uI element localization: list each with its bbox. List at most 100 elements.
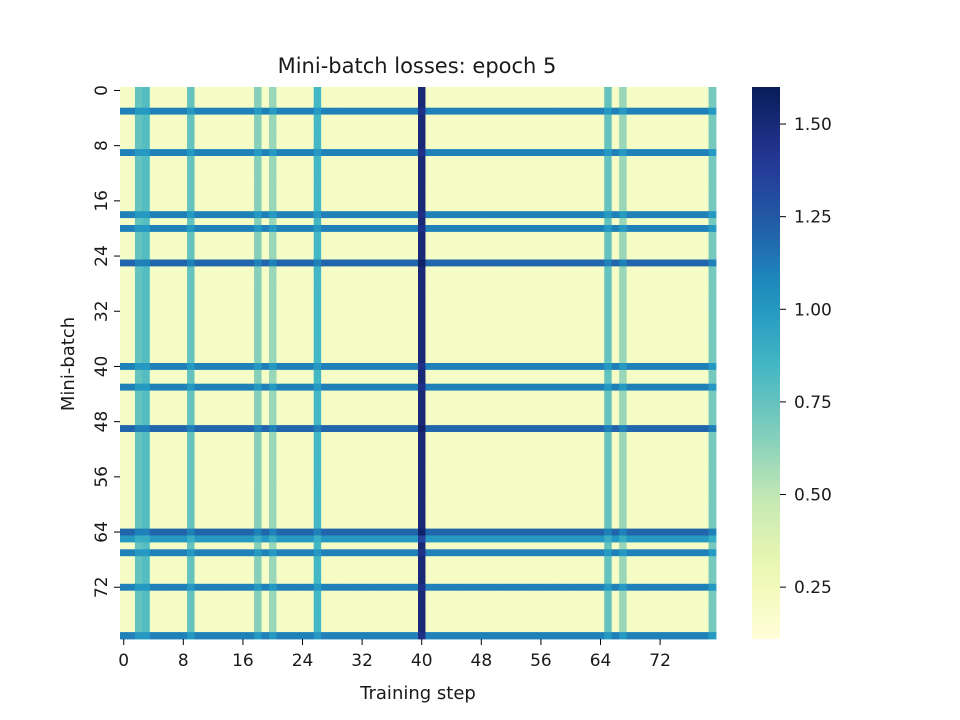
heatmap-cell — [581, 369, 590, 378]
heatmap-cell — [231, 438, 240, 447]
heatmap-cell — [522, 452, 531, 460]
heatmap-cell — [134, 473, 143, 481]
heatmap-cell — [157, 307, 166, 316]
heatmap-cell — [254, 87, 262, 95]
heatmap-cell — [596, 390, 605, 398]
heatmap-cell — [388, 142, 397, 150]
heatmap-cell — [641, 128, 650, 136]
heatmap-cell — [552, 294, 560, 302]
heatmap-cell — [254, 204, 262, 212]
heatmap-cell — [492, 300, 501, 309]
heatmap-cell — [283, 307, 292, 316]
heatmap-cell — [425, 480, 434, 488]
heatmap-cell — [246, 156, 255, 164]
heatmap-cell — [529, 411, 538, 419]
heatmap-cell — [611, 183, 620, 191]
heatmap-cell — [209, 183, 218, 191]
heatmap-cell — [686, 156, 695, 164]
heatmap-cell — [194, 314, 203, 322]
heatmap-cell — [373, 162, 382, 171]
heatmap-cell — [552, 287, 560, 295]
heatmap-cell — [380, 445, 389, 454]
heatmap-cell — [589, 93, 598, 102]
heatmap-cell — [663, 314, 672, 322]
heatmap-cell — [291, 218, 300, 226]
heatmap-cell — [358, 459, 367, 467]
heatmap-cell — [328, 466, 337, 474]
heatmap-cell — [440, 501, 449, 509]
heatmap-cell — [306, 156, 315, 164]
heatmap-cell — [269, 418, 277, 426]
heatmap-cell — [403, 459, 411, 467]
heatmap-cell — [313, 487, 322, 495]
heatmap-cell — [269, 404, 277, 412]
heatmap-cell — [373, 418, 382, 426]
heatmap-cell — [313, 445, 322, 454]
heatmap-cell — [589, 438, 598, 447]
heatmap-cell — [589, 404, 598, 412]
heatmap-cell — [373, 107, 382, 115]
heatmap-cell — [567, 294, 575, 302]
heatmap-cell — [164, 142, 173, 150]
heatmap-cell — [134, 190, 143, 198]
heatmap-cell — [209, 266, 218, 274]
heatmap-cell — [596, 473, 605, 481]
heatmap-cell — [678, 121, 687, 129]
heatmap-cell — [254, 390, 262, 398]
heatmap-cell — [686, 204, 695, 212]
heatmap-cell — [619, 452, 627, 460]
heatmap-cell — [395, 425, 404, 433]
heatmap-cell — [470, 480, 478, 488]
heatmap-cell — [470, 287, 478, 295]
heatmap-cell — [604, 183, 613, 191]
heatmap-cell — [350, 169, 359, 178]
heatmap-cell — [246, 176, 255, 184]
heatmap-cell — [343, 87, 352, 95]
heatmap-cell — [686, 369, 695, 378]
heatmap-cell — [336, 231, 344, 240]
heatmap-cell — [447, 114, 456, 122]
heatmap-cell — [201, 507, 210, 516]
heatmap-cell — [328, 390, 337, 398]
heatmap-cell — [581, 87, 590, 95]
heatmap-cell — [373, 328, 382, 336]
heatmap-cell — [149, 480, 158, 488]
heatmap-cell — [172, 183, 180, 191]
heatmap-cell — [172, 383, 180, 391]
heatmap-cell — [224, 218, 233, 226]
heatmap-cell — [187, 93, 195, 102]
heatmap-cell — [410, 466, 419, 474]
heatmap-cell — [522, 404, 531, 412]
heatmap-cell — [120, 169, 128, 178]
heatmap-cell — [313, 321, 322, 329]
heatmap-cell — [216, 369, 225, 378]
heatmap-cell — [328, 307, 337, 316]
heatmap-cell — [395, 300, 404, 309]
heatmap-cell — [350, 225, 359, 233]
heatmap-cell — [678, 211, 687, 219]
heatmap-cell — [514, 183, 523, 191]
heatmap-cell — [671, 218, 680, 226]
heatmap-cell — [470, 128, 478, 136]
heatmap-cell — [239, 162, 248, 171]
heatmap-cell — [507, 459, 516, 467]
heatmap-cell — [343, 266, 352, 274]
heatmap-cell — [283, 349, 292, 357]
heatmap-cell — [425, 238, 434, 247]
heatmap-cell — [708, 425, 717, 433]
heatmap-cell — [440, 197, 449, 205]
heatmap-cell — [648, 211, 657, 219]
heatmap-cell — [589, 245, 598, 253]
heatmap-cell — [432, 176, 441, 184]
heatmap-cell — [559, 225, 568, 233]
heatmap-cell — [269, 473, 277, 481]
heatmap-cell — [440, 211, 449, 219]
heatmap-cell — [261, 197, 270, 205]
heatmap-cell — [596, 204, 605, 212]
heatmap-cell — [231, 363, 240, 371]
heatmap-cell — [239, 107, 248, 115]
heatmap-cell — [507, 335, 516, 343]
heatmap-cell — [164, 259, 173, 267]
heatmap-cell — [328, 507, 337, 516]
heatmap-cell — [574, 225, 583, 233]
